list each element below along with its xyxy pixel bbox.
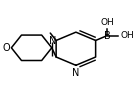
Text: O: O: [3, 43, 10, 53]
Text: OH: OH: [121, 31, 134, 40]
Text: B: B: [104, 31, 110, 41]
Text: N: N: [49, 36, 56, 46]
Text: OH: OH: [100, 18, 114, 27]
Text: N: N: [72, 68, 80, 78]
